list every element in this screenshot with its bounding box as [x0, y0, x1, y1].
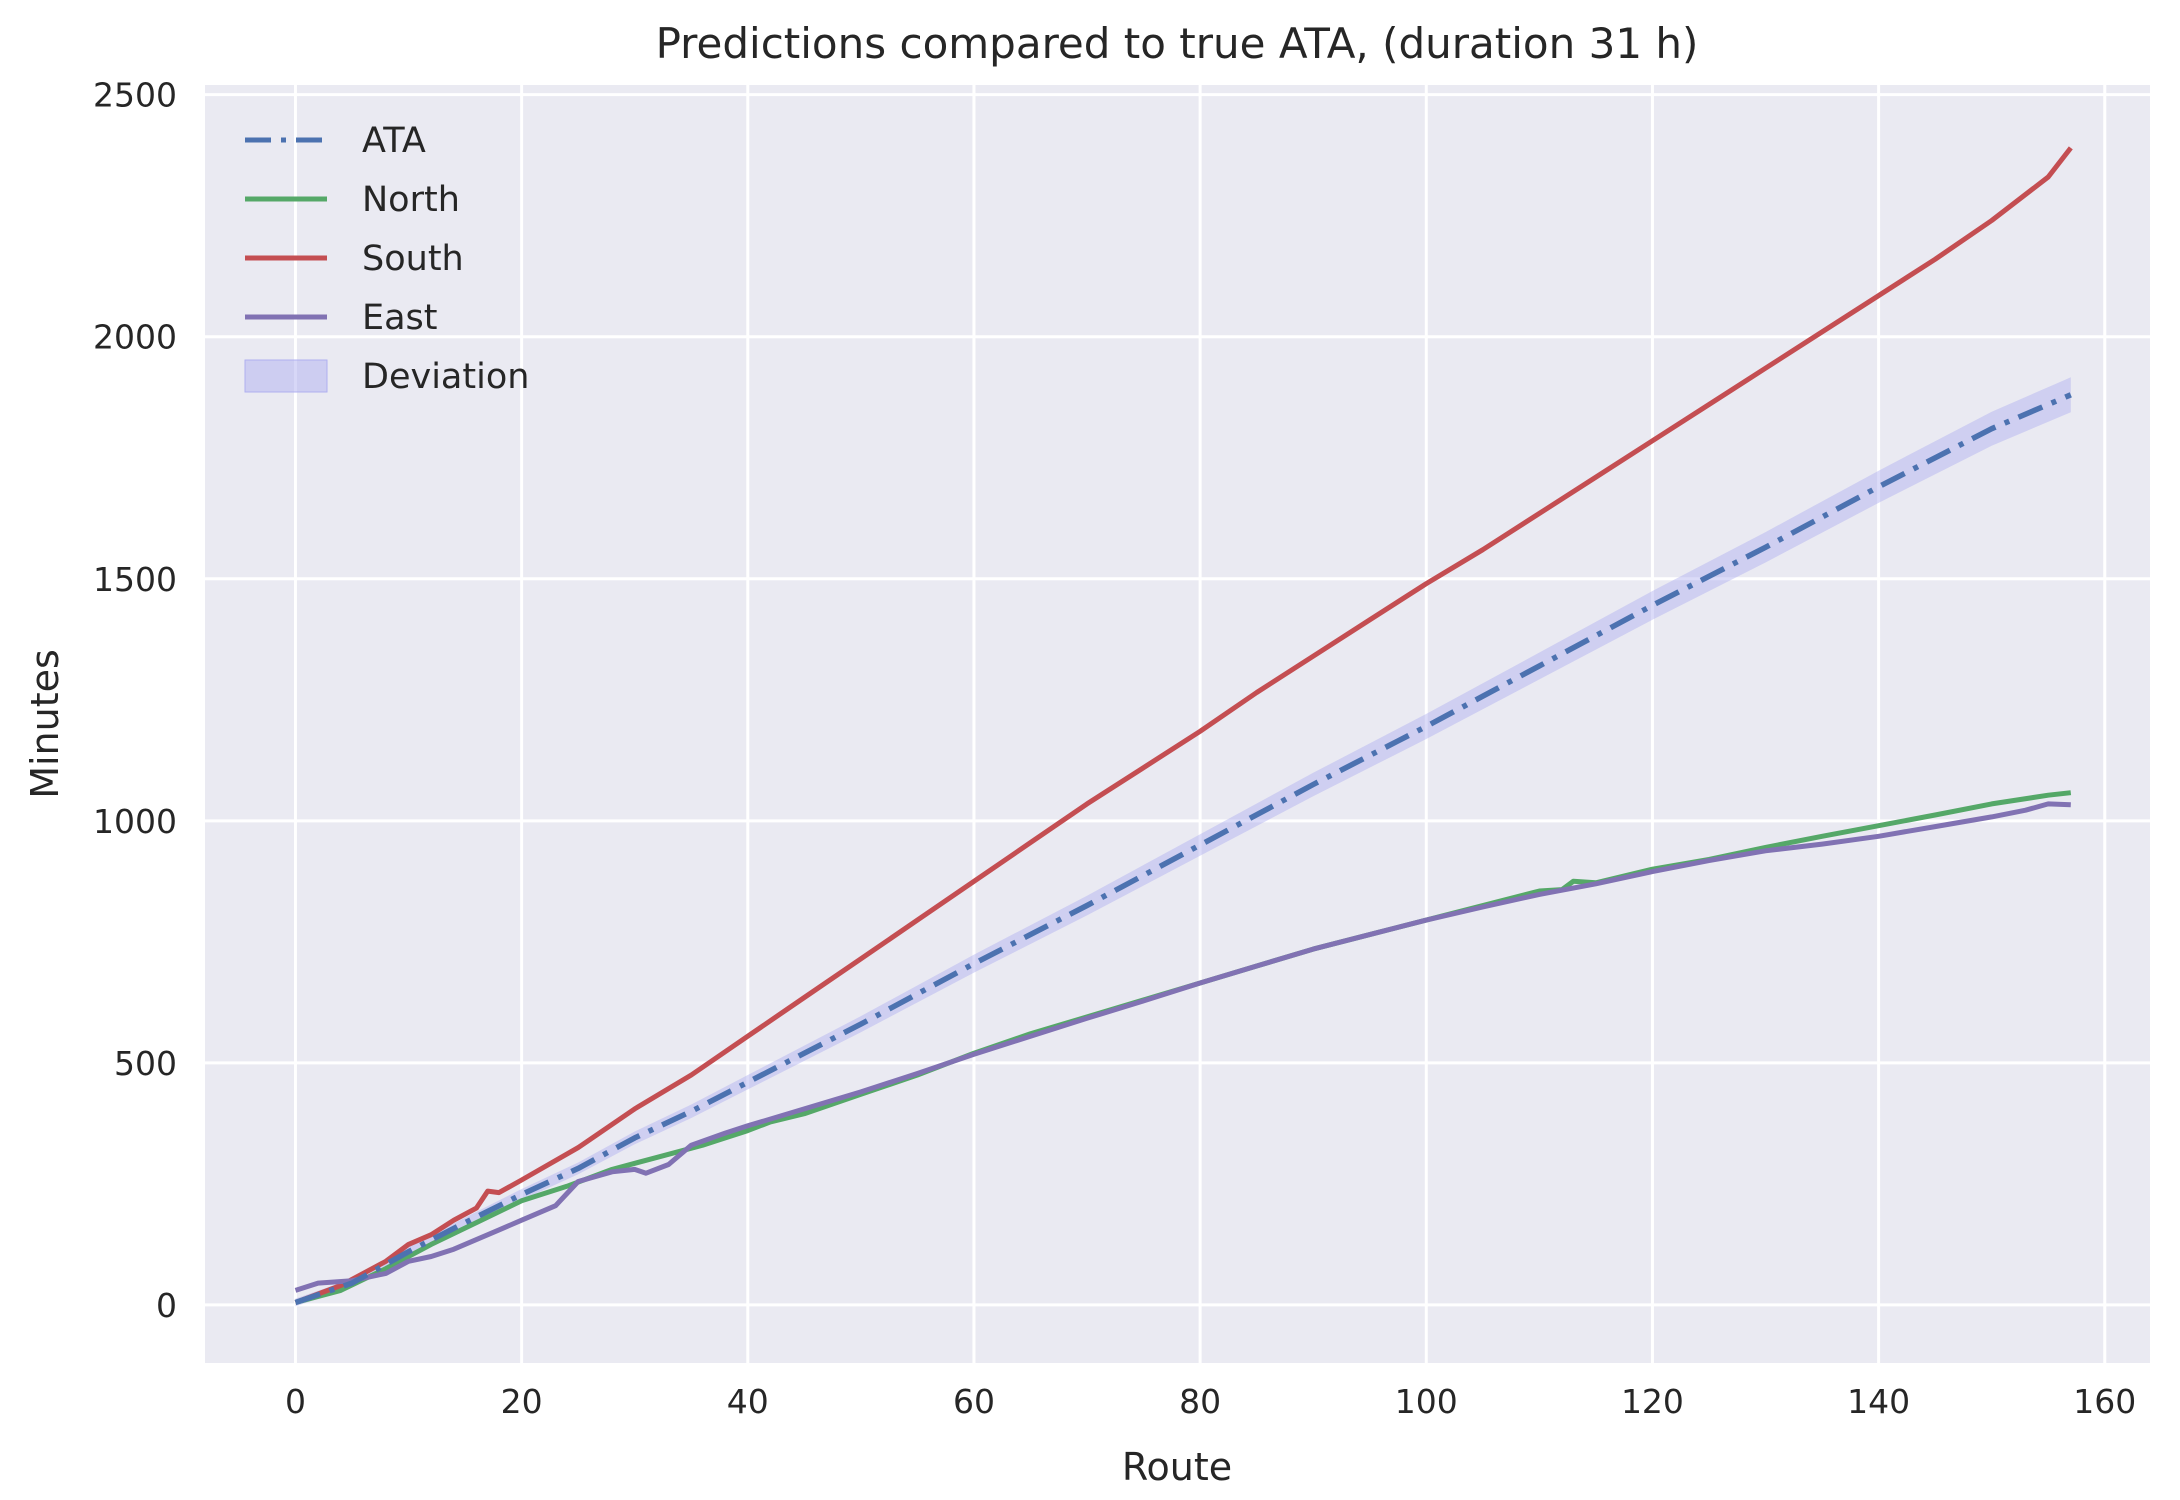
legend-label-south: South	[362, 239, 464, 279]
plot-background	[205, 85, 2150, 1363]
y-axis-label: Minutes	[23, 649, 67, 799]
legend-label-north: North	[362, 180, 460, 220]
x-tick-label: 60	[953, 1382, 995, 1421]
x-axis-label: Route	[1122, 1445, 1232, 1489]
legend-label-east: East	[362, 298, 438, 338]
chart-title: Predictions compared to true ATA, (durat…	[656, 19, 1699, 68]
y-tick-label: 1500	[93, 560, 177, 599]
x-tick-label: 0	[285, 1382, 306, 1421]
x-tick-label: 120	[1621, 1382, 1684, 1421]
legend-label-deviation: Deviation	[362, 357, 529, 397]
legend: ATA North South East Deviation	[244, 121, 529, 397]
x-tick-label: 160	[2073, 1382, 2136, 1421]
x-tick-label: 20	[501, 1382, 543, 1421]
y-tick-label: 0	[156, 1286, 177, 1325]
x-tick-label: 100	[1395, 1382, 1458, 1421]
y-tick-label: 2500	[93, 76, 177, 115]
deviation-band	[295, 377, 2071, 1307]
series-layer	[294, 146, 2073, 1306]
series-line-south	[294, 146, 2073, 1305]
y-tick-label: 1000	[93, 802, 177, 841]
y-tick-label: 2000	[93, 318, 177, 357]
series-line-east	[294, 801, 2071, 1293]
y-tick-label: 500	[114, 1044, 177, 1083]
tick-layer: 0 20 40 60 80 100 120 140 160 0 500 1000 1500 2000 250…	[93, 76, 2136, 1421]
x-tick-label: 140	[1847, 1382, 1910, 1421]
legend-label-ata: ATA	[362, 121, 426, 161]
x-tick-label: 40	[727, 1382, 769, 1421]
x-tick-label: 80	[1179, 1382, 1221, 1421]
series-line-ata	[294, 392, 2072, 1306]
legend-swatch-deviation	[244, 359, 328, 393]
grid-layer	[205, 85, 2150, 1363]
